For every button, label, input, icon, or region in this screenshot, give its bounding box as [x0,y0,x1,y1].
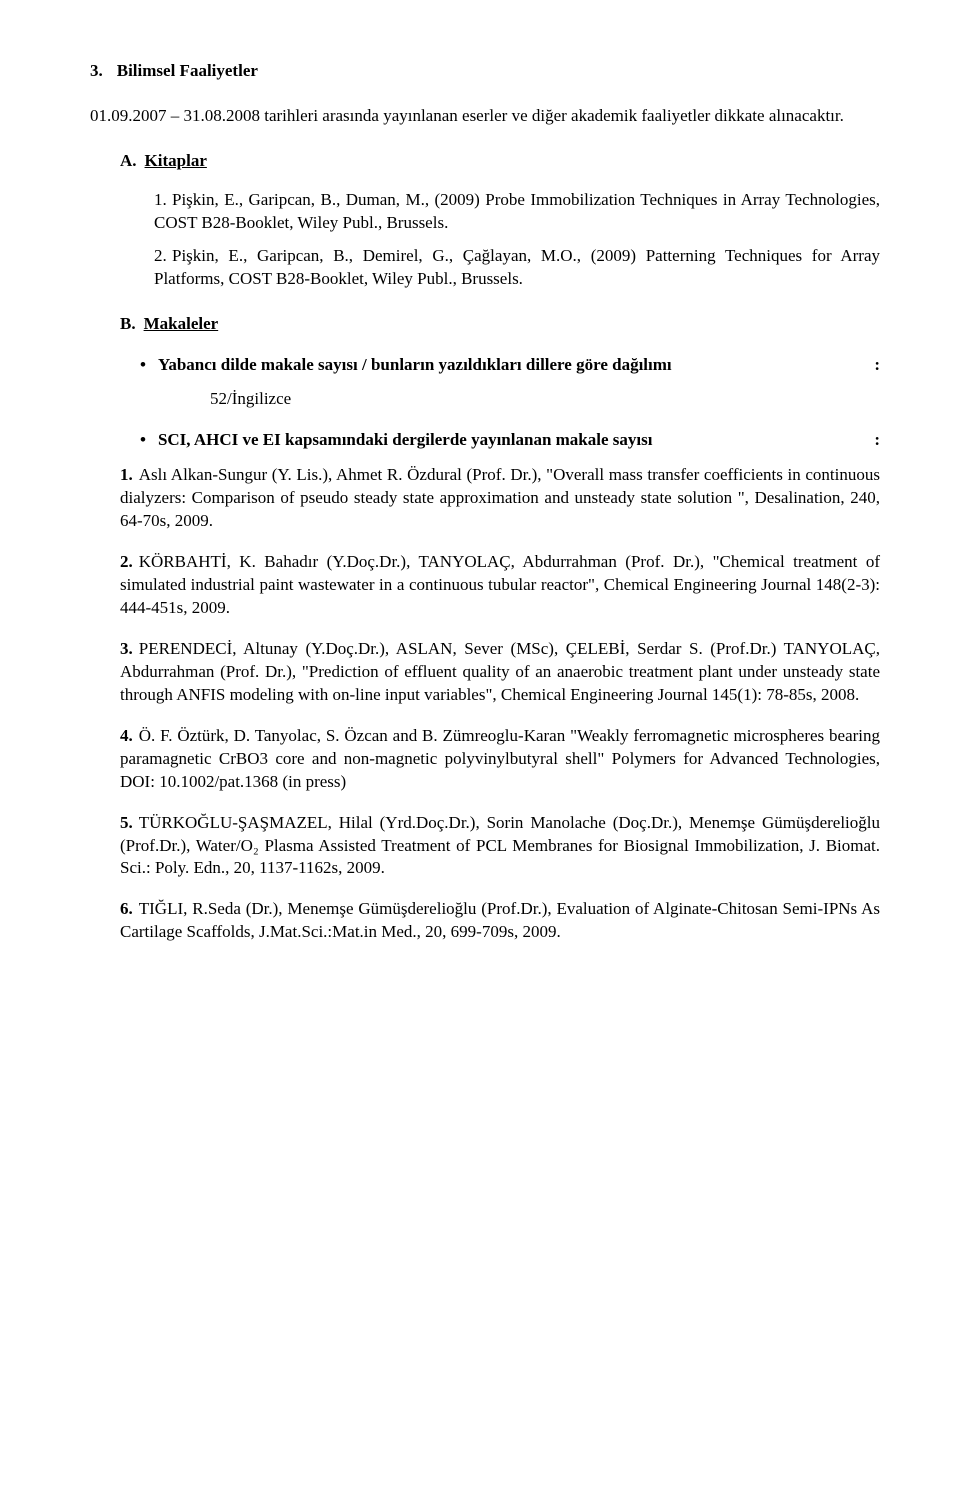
ref-text: TÜRKOĞLU-ŞAŞMAZEL, Hilal (Yrd.Doç.Dr.), … [120,813,880,878]
subsection-b-letter: B. [120,313,136,336]
reference-item: 3.PERENDECİ, Altunay (Y.Doç.Dr.), ASLAN,… [120,638,880,707]
ref-text: PERENDECİ, Altunay (Y.Doç.Dr.), ASLAN, S… [120,639,880,704]
ref-number: 1. [120,465,133,484]
ref-number: 3. [120,639,133,658]
subsection-b-heading: B. Makaleler [120,313,880,336]
subsection-a-title: Kitaplar [145,151,207,170]
bullet-icon: • [140,354,146,377]
ref-text: Ö. F. Öztürk, D. Tanyolac, S. Özcan and … [120,726,880,791]
subsection-a-heading: A. Kitaplar [120,150,880,173]
bullet-colon: : [854,429,880,452]
section-intro: 01.09.2007 – 31.08.2008 tarihleri arasın… [90,105,880,128]
reference-item: 4.Ö. F. Öztürk, D. Tanyolac, S. Özcan an… [120,725,880,794]
subsection-a-letter: A. [120,150,137,173]
bullet-foreign-text: Yabancı dilde makale sayısı / bunların y… [158,354,854,377]
book-item: 1.Pişkin, E., Garipcan, B., Duman, M., (… [154,189,880,235]
bullet-colon: : [854,354,880,377]
books-list: 1.Pişkin, E., Garipcan, B., Duman, M., (… [154,189,880,291]
ref-number: 2. [120,552,133,571]
reference-item: 1.Aslı Alkan-Sungur (Y. Lis.), Ahmet R. … [120,464,880,533]
ref-text: KÖRBAHTİ, K. Bahadır (Y.Doç.Dr.), TANYOL… [120,552,880,617]
subsection-b-title: Makaleler [144,314,219,333]
ref-text: Aslı Alkan-Sungur (Y. Lis.), Ahmet R. Öz… [120,465,880,530]
ref-number: 5. [120,813,133,832]
book-text: Pişkin, E., Garipcan, B., Duman, M., (20… [154,190,880,232]
book-text: Pişkin, E., Garipcan, B., Demirel, G., Ç… [154,246,880,288]
reference-item: 5.TÜRKOĞLU-ŞAŞMAZEL, Hilal (Yrd.Doç.Dr.)… [120,812,880,881]
book-number: 2. [154,245,172,268]
bullet-foreign-lang: • Yabancı dilde makale sayısı / bunların… [140,354,880,377]
book-item: 2.Pişkin, E., Garipcan, B., Demirel, G.,… [154,245,880,291]
bullet-sci-text: SCI, AHCI ve EI kapsamındaki dergilerde … [158,429,854,452]
section-heading: 3. Bilimsel Faaliyetler [90,60,880,83]
foreign-lang-answer: 52/İngilizce [210,388,880,411]
bullet-sci: • SCI, AHCI ve EI kapsamındaki dergilerd… [140,429,880,452]
reference-item: 2.KÖRBAHTİ, K. Bahadır (Y.Doç.Dr.), TANY… [120,551,880,620]
reference-item: 6.TIĞLI, R.Seda (Dr.), Menemşe Gümüşdere… [120,898,880,944]
ref-number: 6. [120,899,133,918]
section-title: Bilimsel Faaliyetler [117,61,258,80]
book-number: 1. [154,189,172,212]
section-number: 3. [90,60,103,83]
references-list: 1.Aslı Alkan-Sungur (Y. Lis.), Ahmet R. … [120,464,880,944]
ref-number: 4. [120,726,133,745]
bullet-icon: • [140,429,146,452]
ref-text: TIĞLI, R.Seda (Dr.), Menemşe Gümüşdereli… [120,899,880,941]
